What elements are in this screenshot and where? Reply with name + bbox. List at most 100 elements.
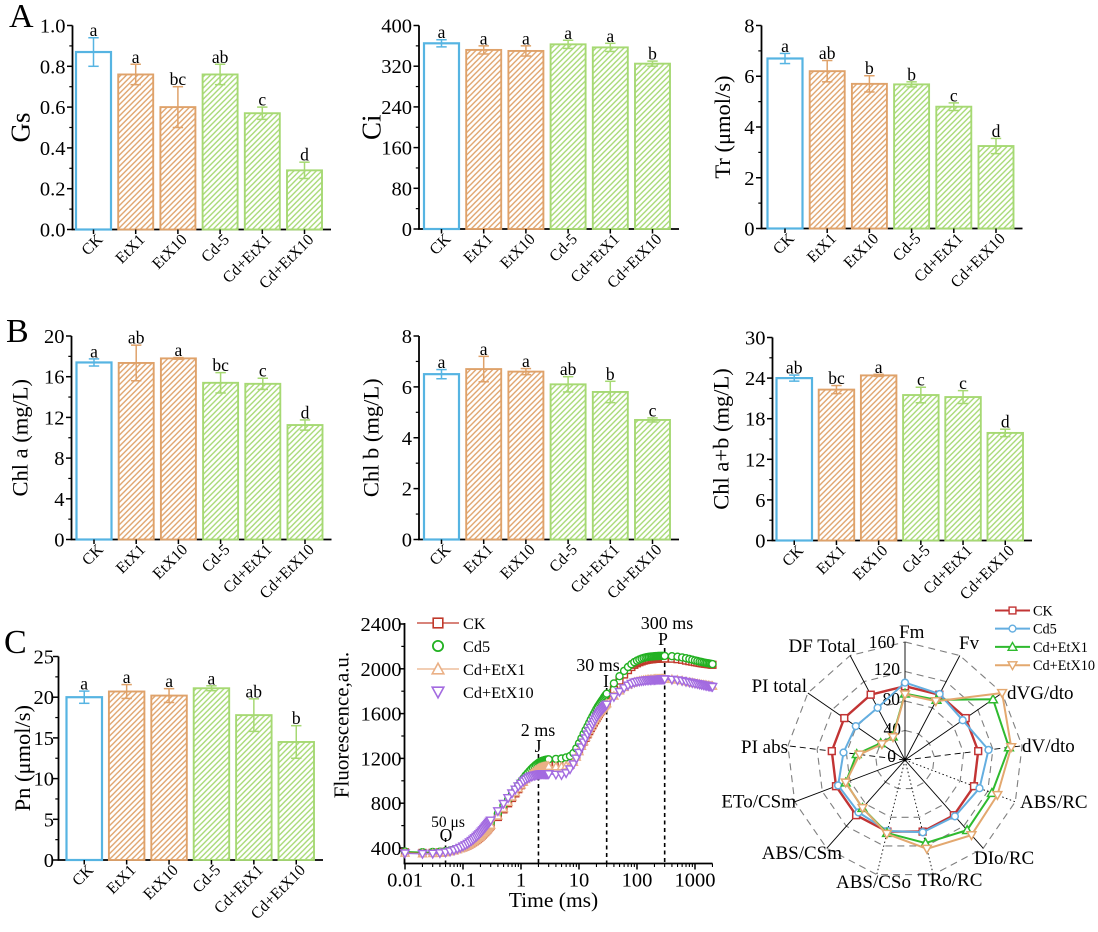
svg-text:dV/dto: dV/dto	[1022, 736, 1075, 757]
svg-text:a: a	[781, 36, 789, 56]
svg-text:Time (ms): Time (ms)	[509, 888, 598, 912]
svg-text:0: 0	[402, 219, 412, 241]
svg-text:2: 2	[744, 168, 754, 190]
svg-text:DIo/RC: DIo/RC	[974, 848, 1034, 869]
svg-text:a: a	[90, 341, 98, 361]
svg-text:a: a	[438, 352, 446, 372]
svg-text:Cd+EtX10: Cd+EtX10	[463, 683, 534, 702]
svg-text:1.0: 1.0	[40, 16, 66, 38]
svg-text:2 ms: 2 ms	[521, 720, 556, 740]
svg-text:0: 0	[755, 531, 765, 553]
svg-text:b: b	[292, 708, 301, 728]
svg-text:0: 0	[744, 219, 754, 241]
svg-text:160: 160	[869, 632, 896, 652]
svg-text:2000: 2000	[361, 659, 402, 681]
svg-text:2: 2	[402, 479, 412, 501]
svg-text:Cd5: Cd5	[1033, 622, 1057, 638]
svg-text:400: 400	[381, 16, 412, 38]
svg-text:a: a	[208, 668, 216, 688]
svg-text:160: 160	[381, 138, 412, 160]
svg-text:50 μs: 50 μs	[431, 814, 465, 831]
svg-text:a: a	[480, 339, 488, 359]
svg-text:P: P	[658, 629, 668, 649]
svg-text:ab: ab	[819, 43, 836, 63]
svg-text:1000: 1000	[675, 870, 716, 892]
svg-text:0.1: 0.1	[450, 870, 476, 892]
svg-text:ETo/CSm: ETo/CSm	[721, 792, 796, 813]
svg-text:a: a	[438, 22, 446, 42]
svg-text:18: 18	[745, 409, 766, 431]
svg-text:120: 120	[874, 659, 901, 679]
svg-text:O: O	[440, 825, 453, 845]
svg-text:2400: 2400	[361, 614, 402, 636]
svg-text:c: c	[649, 400, 657, 420]
svg-text:0.4: 0.4	[40, 138, 66, 160]
svg-text:a: a	[522, 351, 530, 371]
svg-text:c: c	[917, 370, 925, 390]
svg-text:1: 1	[516, 870, 526, 892]
svg-text:PI abs: PI abs	[741, 737, 788, 758]
svg-text:20: 20	[44, 326, 65, 348]
svg-text:Cd+EtX1: Cd+EtX1	[463, 660, 526, 679]
svg-text:Cd5: Cd5	[463, 637, 490, 656]
svg-text:80: 80	[392, 178, 413, 200]
svg-text:d: d	[300, 145, 309, 165]
svg-text:6: 6	[744, 66, 754, 88]
svg-text:12: 12	[44, 407, 65, 429]
svg-text:Gs: Gs	[6, 112, 36, 142]
svg-text:6: 6	[755, 490, 765, 512]
svg-text:a: a	[123, 667, 131, 687]
svg-text:6: 6	[402, 377, 412, 399]
svg-text:Chl a+b (mg/L): Chl a+b (mg/L)	[709, 368, 734, 509]
svg-text:8: 8	[744, 16, 754, 38]
svg-text:Pn (μmol/s): Pn (μmol/s)	[10, 705, 35, 811]
svg-text:ab: ab	[212, 47, 229, 67]
svg-text:b: b	[907, 64, 916, 84]
svg-text:0.8: 0.8	[40, 56, 66, 78]
svg-text:a: a	[80, 674, 88, 694]
svg-text:8: 8	[402, 326, 412, 348]
svg-text:a: a	[564, 23, 572, 43]
svg-text:dVG/dto: dVG/dto	[1007, 683, 1074, 704]
svg-text:0: 0	[887, 746, 896, 766]
svg-text:4: 4	[402, 428, 412, 450]
svg-text:b: b	[606, 364, 615, 384]
svg-text:10: 10	[569, 870, 590, 892]
svg-text:16: 16	[44, 367, 65, 389]
svg-text:c: c	[259, 361, 267, 381]
svg-text:1600: 1600	[361, 704, 402, 726]
svg-text:TRo/RC: TRo/RC	[918, 870, 982, 891]
svg-text:Fluorescence,a.u.: Fluorescence,a.u.	[330, 652, 354, 798]
svg-text:ABS/CSm: ABS/CSm	[762, 843, 842, 864]
svg-text:ab: ab	[786, 358, 803, 378]
svg-text:a: a	[165, 671, 173, 691]
svg-text:a: a	[480, 28, 488, 48]
svg-text:Chl a (mg/L): Chl a (mg/L)	[8, 379, 33, 496]
svg-text:ab: ab	[128, 328, 145, 348]
svg-text:Chl b (mg/L): Chl b (mg/L)	[359, 378, 384, 497]
svg-text:Cd+EtX10: Cd+EtX10	[1033, 658, 1095, 674]
svg-text:ABS/RC: ABS/RC	[1020, 792, 1088, 813]
svg-text:0.01: 0.01	[387, 870, 423, 892]
svg-text:Cd+EtX1: Cd+EtX1	[1033, 640, 1088, 656]
svg-text:30: 30	[745, 328, 766, 350]
svg-text:C: C	[4, 624, 27, 661]
svg-text:a: a	[132, 47, 140, 67]
svg-text:bc: bc	[170, 69, 187, 89]
svg-text:0.0: 0.0	[40, 220, 66, 242]
svg-text:12: 12	[745, 449, 766, 471]
svg-text:240: 240	[381, 97, 412, 119]
svg-text:d: d	[992, 121, 1001, 141]
svg-text:Tr (μmol/s): Tr (μmol/s)	[710, 75, 735, 178]
svg-text:bc: bc	[212, 355, 229, 375]
svg-text:0: 0	[44, 850, 54, 872]
svg-text:b: b	[648, 44, 657, 64]
svg-text:5: 5	[44, 809, 54, 831]
svg-text:d: d	[1001, 412, 1010, 432]
svg-text:c: c	[950, 85, 958, 105]
svg-text:100: 100	[622, 870, 653, 892]
svg-text:c: c	[258, 90, 266, 110]
svg-text:b: b	[865, 58, 874, 78]
svg-text:CK: CK	[463, 614, 486, 633]
svg-text:Fv: Fv	[959, 633, 980, 654]
